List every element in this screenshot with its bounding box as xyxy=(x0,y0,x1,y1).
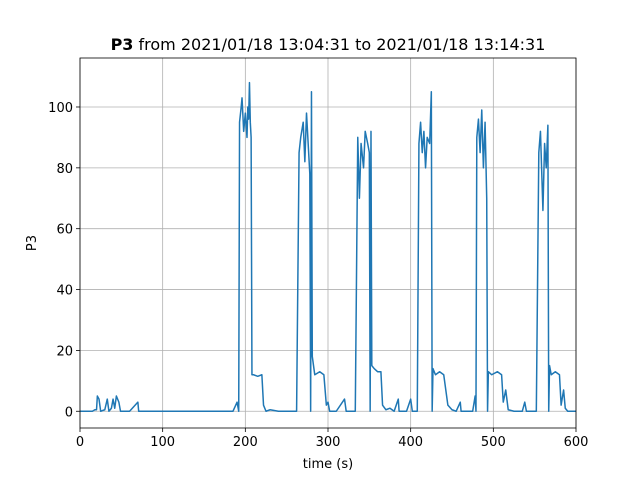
y-tick-label: 40 xyxy=(56,284,73,299)
x-tick-label: 400 xyxy=(398,435,423,450)
x-tick-label: 300 xyxy=(316,435,341,450)
y-tick-label: 0 xyxy=(65,405,73,420)
title-bold: P3 xyxy=(111,35,134,54)
x-tick-label: 200 xyxy=(233,435,258,450)
x-axis-label: time (s) xyxy=(303,457,353,472)
data-line xyxy=(80,81,576,413)
y-tick-label: 60 xyxy=(56,223,73,238)
x-tick-label: 500 xyxy=(481,435,506,450)
x-tick-label: 600 xyxy=(564,435,589,450)
y-tick-label: 80 xyxy=(56,162,73,177)
axes-frame xyxy=(79,57,577,429)
title-text: from 2021/01/18 13:04:31 to 2021/01/18 1… xyxy=(139,35,546,54)
chart-title: P3 from 2021/01/18 13:04:31 to 2021/01/1… xyxy=(111,35,546,54)
x-tick-label: 0 xyxy=(76,435,84,450)
y-axis-label: P3 xyxy=(25,235,40,251)
y-tick-label: 100 xyxy=(48,101,73,116)
y-tick-label: 20 xyxy=(56,344,73,359)
x-tick-label: 100 xyxy=(150,435,175,450)
